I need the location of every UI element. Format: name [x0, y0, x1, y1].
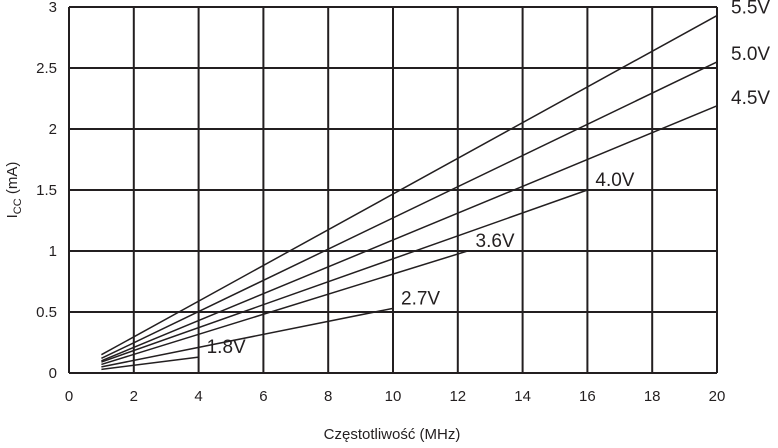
x-tick-label: 20 — [709, 388, 726, 405]
series-label: 3.6V — [476, 231, 515, 252]
y-tick-label: 1 — [49, 243, 57, 260]
x-tick-label: 6 — [259, 388, 267, 405]
y-axis-title: ICC (mA) — [4, 162, 24, 219]
series-label: 5.5V — [731, 0, 770, 19]
grid-lines — [68, 6, 718, 374]
y-tick-label: 2 — [49, 121, 57, 138]
x-tick-label: 18 — [644, 388, 661, 405]
x-axis-title: Częstotliwość (MHz) — [324, 426, 461, 443]
series-line — [101, 250, 468, 366]
y-axis-title-main: I — [4, 214, 21, 218]
series-lines — [101, 14, 718, 371]
y-axis-title-sub: CC — [12, 198, 24, 214]
x-tick-label: 8 — [324, 388, 332, 405]
x-tick-label: 16 — [579, 388, 596, 405]
y-tick-label: 0.5 — [36, 304, 57, 321]
x-tick-label: 14 — [514, 388, 531, 405]
series-label: 5.0V — [731, 44, 770, 65]
x-tick-label: 12 — [449, 388, 466, 405]
series-line — [101, 105, 718, 362]
y-tick-label: 0 — [49, 365, 57, 382]
x-tick-labels: 0 2 4 6 8 10 12 14 16 18 20 — [65, 388, 726, 405]
y-tick-labels: 0 0.5 1 1.5 2 2.5 3 — [36, 0, 57, 382]
series-line — [101, 14, 718, 356]
series-line — [101, 61, 718, 360]
series-label: 4.5V — [731, 88, 770, 109]
series-label: 1.8V — [207, 337, 246, 358]
series-line — [101, 307, 394, 368]
series-labels: 1.8V 2.7V 3.6V 4.0V 4.5V 5.0V 5.5V — [207, 0, 771, 358]
y-axis-title-unit: (mA) — [4, 162, 21, 199]
y-tick-label: 1.5 — [36, 182, 57, 199]
series-label: 2.7V — [401, 288, 440, 309]
x-tick-label: 0 — [65, 388, 73, 405]
x-tick-label: 4 — [194, 388, 202, 405]
series-line — [101, 356, 199, 371]
x-tick-label: 2 — [130, 388, 138, 405]
y-tick-label: 3 — [49, 0, 57, 16]
series-line — [101, 189, 588, 363]
y-tick-label: 2.5 — [36, 60, 57, 77]
x-tick-label: 10 — [385, 388, 402, 405]
series-label: 4.0V — [595, 170, 634, 191]
